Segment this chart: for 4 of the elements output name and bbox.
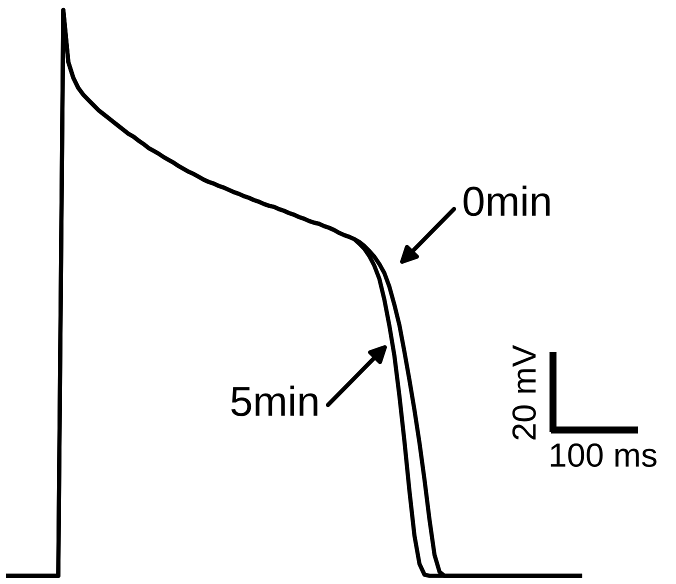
text: 0min [464,186,550,216]
annotation: 20 mV [512,344,536,440]
annotation: 100 ms [550,443,656,467]
legend-label: 5min [231,386,318,416]
